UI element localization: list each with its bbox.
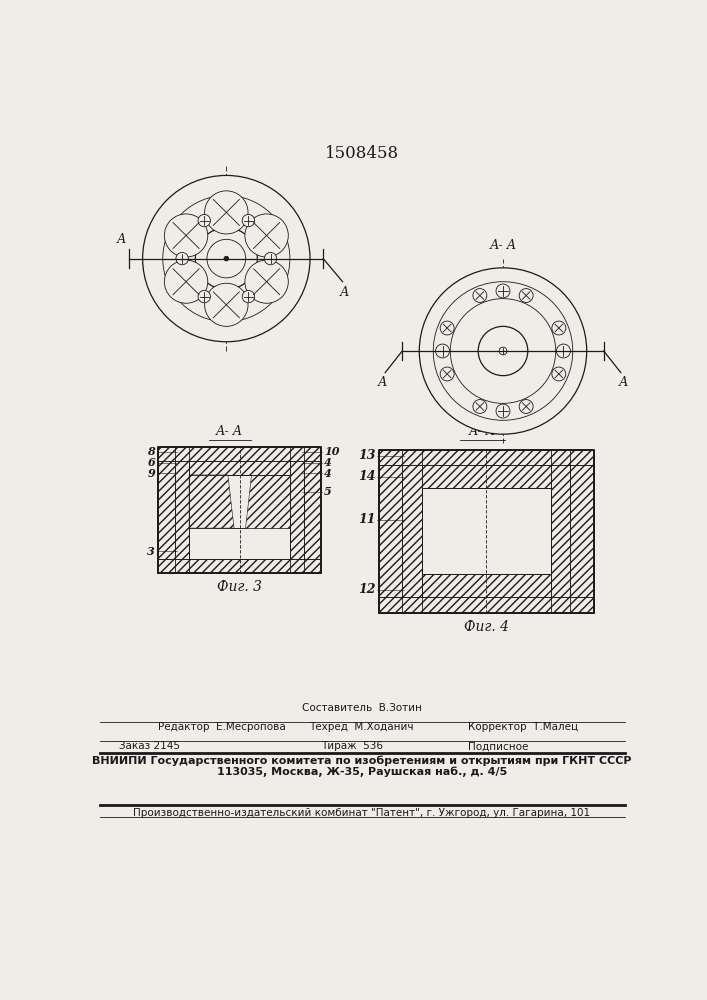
Text: А- А: А- А [216, 425, 243, 438]
Circle shape [164, 214, 208, 257]
Bar [189, 475, 290, 528]
Text: Редактор  Е.Месропова: Редактор Е.Месропова [158, 722, 286, 732]
Text: Составитель  В.Зотин: Составитель В.Зотин [302, 703, 422, 713]
Circle shape [440, 321, 454, 335]
Bar [379, 597, 594, 613]
Text: 4: 4 [324, 468, 332, 479]
Circle shape [473, 289, 487, 302]
Circle shape [436, 344, 450, 358]
Circle shape [499, 347, 507, 355]
Circle shape [552, 367, 566, 381]
Text: 8: 8 [147, 446, 155, 457]
Bar [189, 528, 290, 559]
Bar [158, 559, 321, 573]
Bar [421, 488, 551, 574]
Bar [158, 461, 175, 559]
Circle shape [207, 239, 246, 278]
Text: 10: 10 [324, 446, 339, 457]
Text: ВНИИПИ Государственного комитета по изобретениям и открытиям при ГКНТ СССР: ВНИИПИ Государственного комитета по изоб… [92, 755, 631, 766]
Text: 4: 4 [324, 457, 332, 468]
Text: Заказ 2145: Заказ 2145 [119, 741, 180, 751]
Circle shape [433, 282, 573, 420]
Circle shape [243, 290, 255, 303]
Text: 11: 11 [358, 513, 376, 526]
Bar [402, 465, 421, 597]
Text: А: А [619, 376, 629, 389]
Circle shape [204, 283, 248, 326]
Circle shape [450, 299, 556, 403]
Circle shape [478, 326, 528, 376]
Bar [571, 465, 594, 597]
Circle shape [496, 404, 510, 418]
Bar [551, 465, 571, 597]
Circle shape [243, 214, 255, 227]
Text: 9: 9 [147, 468, 155, 479]
Text: Тираж  536: Тираж 536 [321, 741, 383, 751]
Bar [379, 450, 594, 465]
Text: А- А: А- А [469, 425, 496, 438]
Text: 1508458: 1508458 [325, 145, 399, 162]
Bar [421, 574, 551, 597]
Circle shape [473, 400, 487, 413]
Bar [421, 465, 551, 488]
Circle shape [419, 268, 587, 434]
Circle shape [519, 289, 533, 302]
Text: Фиг. 3: Фиг. 3 [217, 580, 262, 594]
Text: 14: 14 [358, 470, 376, 483]
Text: Производственно-издательский комбинат "Патент", г. Ужгород, ул. Гагарина, 101: Производственно-издательский комбинат "П… [134, 808, 590, 818]
Text: Подписное: Подписное [468, 741, 529, 751]
Bar [290, 461, 304, 559]
Circle shape [245, 214, 288, 257]
Text: Корректор  Т.Малец: Корректор Т.Малец [468, 722, 578, 732]
Bar [379, 465, 402, 597]
Text: 5: 5 [324, 486, 332, 497]
Circle shape [198, 290, 211, 303]
Circle shape [195, 228, 257, 289]
Circle shape [552, 321, 566, 335]
Text: 13: 13 [358, 449, 376, 462]
Bar [158, 447, 321, 461]
Text: Техред  М.Ходанич: Техред М.Ходанич [309, 722, 414, 732]
Circle shape [224, 256, 228, 261]
Circle shape [245, 260, 288, 303]
Circle shape [264, 252, 276, 265]
Polygon shape [189, 475, 234, 528]
Text: 6: 6 [147, 457, 155, 468]
Circle shape [204, 191, 248, 234]
Bar [175, 461, 189, 559]
Text: 113035, Москва, Ж-35, Раушская наб., д. 4/5: 113035, Москва, Ж-35, Раушская наб., д. … [217, 767, 507, 777]
Text: А- А: А- А [489, 239, 517, 252]
Text: А: А [117, 233, 127, 246]
Circle shape [496, 284, 510, 298]
Text: А: А [340, 286, 350, 299]
Circle shape [163, 195, 290, 322]
Bar [304, 461, 321, 559]
Circle shape [198, 214, 211, 227]
Text: 3: 3 [147, 546, 155, 557]
Text: А: А [378, 376, 387, 389]
Circle shape [176, 252, 188, 265]
Bar [189, 461, 290, 475]
Circle shape [556, 344, 571, 358]
Polygon shape [245, 475, 290, 528]
Circle shape [143, 175, 310, 342]
Circle shape [164, 260, 208, 303]
Text: Фиг. 4: Фиг. 4 [464, 620, 509, 634]
Circle shape [519, 400, 533, 413]
Circle shape [440, 367, 454, 381]
Text: 12: 12 [358, 583, 376, 596]
